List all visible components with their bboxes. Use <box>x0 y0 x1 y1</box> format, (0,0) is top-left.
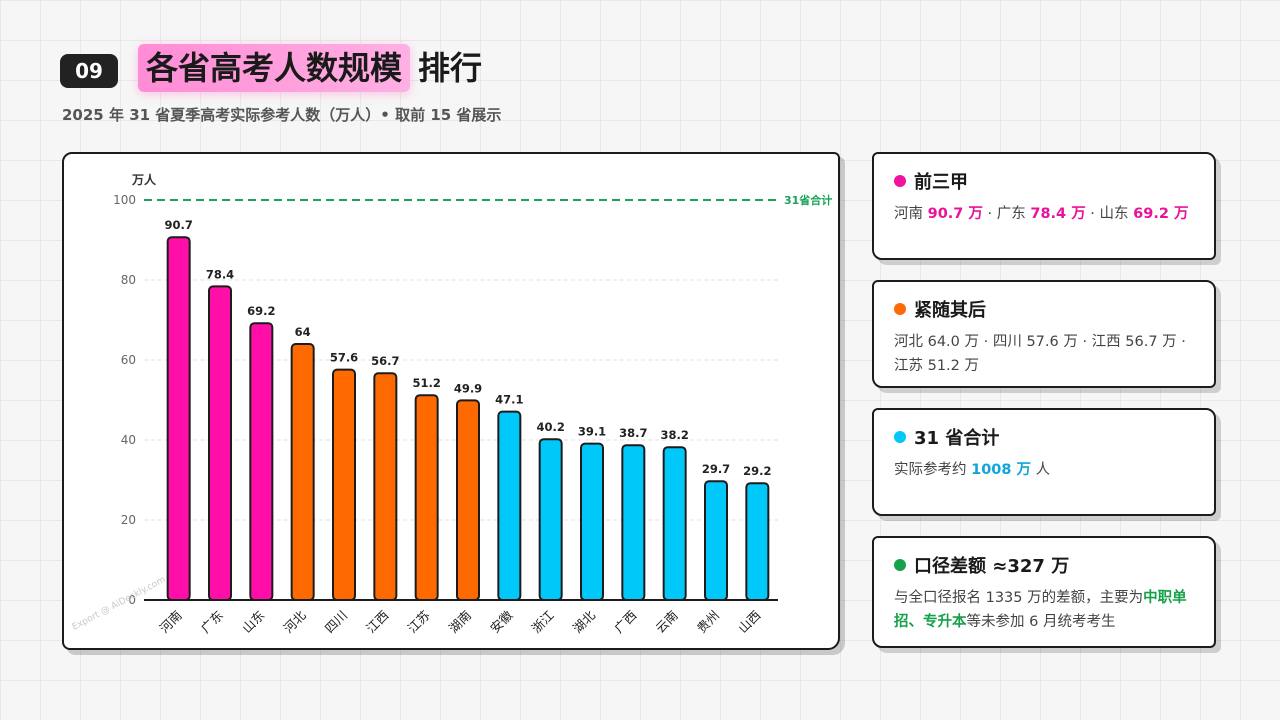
x-tick-label: 贵州 <box>694 608 722 636</box>
bar <box>662 446 687 602</box>
y-axis-label: 万人 <box>131 172 157 187</box>
body-text: 实际参考约 <box>894 462 972 478</box>
x-tick-label: 河北 <box>280 607 309 636</box>
bar-value-label: 47.1 <box>495 393 523 407</box>
bar-value-label: 78.4 <box>206 267 234 281</box>
y-tick-label: 100 <box>113 193 136 207</box>
bar <box>456 399 480 601</box>
reference-line-label: 31省合计 <box>784 193 832 207</box>
card-dot <box>894 303 906 315</box>
body-text: · 广东 <box>982 206 1031 222</box>
y-tick-label: 20 <box>121 513 136 527</box>
bar <box>290 343 315 601</box>
bar <box>538 438 563 602</box>
section-number-badge: 09 <box>60 54 118 88</box>
bar-value-label: 90.7 <box>164 218 192 232</box>
bar <box>166 236 191 601</box>
y-tick-label: 60 <box>121 353 136 367</box>
bar <box>249 322 274 601</box>
body-text: 河南 <box>894 206 928 222</box>
card-dot <box>894 175 906 187</box>
bar-value-label: 51.2 <box>412 376 440 390</box>
y-tick-label: 40 <box>121 433 136 447</box>
title-rest: 排行 <box>418 49 483 87</box>
bar-value-label: 49.9 <box>454 381 482 395</box>
bar-value-label: 38.2 <box>660 428 688 442</box>
card-dot <box>894 431 906 443</box>
body-text: 等未参加 6 月统考考生 <box>966 614 1116 630</box>
x-tick-label: 江苏 <box>404 608 432 636</box>
body-text: 河北 64.0 万 · 四川 57.6 万 · 江西 56.7 万 · 江苏 5… <box>894 334 1186 374</box>
bar <box>621 444 646 602</box>
card-dot <box>894 559 906 571</box>
x-tick-label: 江西 <box>363 608 391 636</box>
bar-value-label: 29.2 <box>743 464 771 478</box>
y-tick-label: 80 <box>121 273 136 287</box>
card-total: 31 省合计 实际参考约 1008 万 人 <box>872 408 1216 516</box>
x-tick-label: 山西 <box>735 608 763 636</box>
bar-value-label: 69.2 <box>247 304 275 318</box>
title-highlight: 各省高考人数规模 <box>138 44 411 92</box>
x-tick-label: 湖南 <box>446 608 474 636</box>
x-tick-label: 广西 <box>611 608 639 636</box>
highlight-text: 90.7 万 <box>927 206 983 222</box>
card-title: 31 省合计 <box>914 428 1000 449</box>
card-body: 实际参考约 1008 万 人 <box>894 458 1194 482</box>
x-tick-label: 湖北 <box>570 607 599 636</box>
bar-value-label: 40.2 <box>536 420 564 434</box>
body-text: 与全口径报名 1335 万的差额，主要为 <box>894 590 1144 606</box>
bar <box>332 368 356 601</box>
bar <box>208 285 232 601</box>
bar-value-label: 29.7 <box>702 462 730 476</box>
bar <box>745 482 770 602</box>
bar-value-label: 39.1 <box>578 425 606 439</box>
card-following: 紧随其后 河北 64.0 万 · 四川 57.6 万 · 江西 56.7 万 ·… <box>872 280 1216 388</box>
highlight-text: 78.4 万 <box>1030 206 1086 222</box>
x-tick-label: 浙江 <box>528 608 556 636</box>
page-title: 各省高考人数规模 排行 <box>138 42 482 94</box>
watermark-text: Export @ AiDeckly.com <box>71 575 168 633</box>
body-text: 人 <box>1031 462 1051 478</box>
x-tick-label: 广东 <box>198 608 226 636</box>
page-subtitle: 2025 年 31 省夏季高考实际参考人数（万人）• 取前 15 省展示 <box>62 106 502 124</box>
bar-value-label: 38.7 <box>619 426 647 440</box>
card-body: 河南 90.7 万 · 广东 78.4 万 · 山东 69.2 万 <box>894 202 1194 226</box>
card-body: 与全口径报名 1335 万的差额，主要为中职单招、专升本等未参加 6 月统考考生 <box>894 586 1194 634</box>
x-tick-label: 山东 <box>239 608 267 636</box>
card-title: 紧随其后 <box>914 300 986 321</box>
x-tick-label: 河南 <box>156 608 184 636</box>
bar-chart: 0 20 40 60 80 100 万人 31省合计 90.7 河南 78.4 广东 69.2 山东 64 河… <box>71 172 833 636</box>
bar-value-label: 64 <box>295 325 311 339</box>
highlight-text: 69.2 万 <box>1133 206 1189 222</box>
card-title: 口径差额 ≈327 万 <box>914 556 1070 577</box>
bar <box>414 394 439 601</box>
card-title: 前三甲 <box>914 172 968 193</box>
bar <box>704 480 728 602</box>
y-tick-label: 0 <box>128 593 136 607</box>
bar <box>580 442 604 601</box>
highlight-text: 1008 万 <box>971 462 1032 478</box>
chart-card: 0 20 40 60 80 100 万人 31省合计 90.7 河南 78.4 广东 69.2 山东 64 河… <box>62 152 840 650</box>
highlight-text: 中职单招、专升本 <box>894 590 1187 630</box>
x-tick-label: 安徽 <box>487 607 516 636</box>
x-tick-label: 四川 <box>322 608 350 636</box>
card-body: 河北 64.0 万 · 四川 57.6 万 · 江西 56.7 万 · 江苏 5… <box>894 330 1194 378</box>
card-gap: 口径差额 ≈327 万 与全口径报名 1335 万的差额，主要为中职单招、专升本… <box>872 536 1216 648</box>
card-top-three: 前三甲 河南 90.7 万 · 广东 78.4 万 · 山东 69.2 万 <box>872 152 1216 260</box>
bar-value-label: 56.7 <box>371 354 399 368</box>
x-tick-label: 云南 <box>652 608 680 636</box>
bar-value-label: 57.6 <box>330 351 358 365</box>
bar <box>497 410 522 601</box>
body-text: · 山东 <box>1085 206 1134 222</box>
bar <box>373 372 398 601</box>
